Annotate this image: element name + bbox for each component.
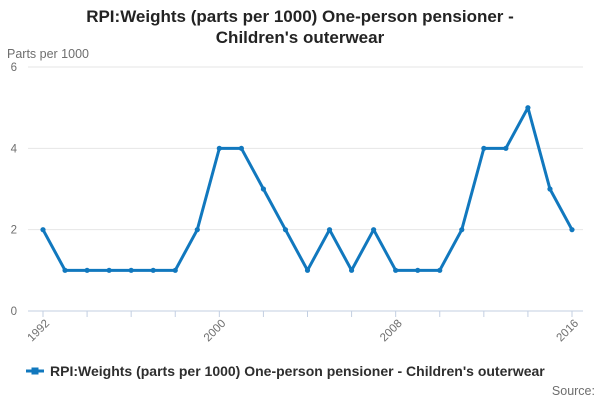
data-point[interactable]	[216, 145, 222, 151]
data-point[interactable]	[106, 267, 112, 273]
data-point[interactable]	[503, 145, 509, 151]
data-point[interactable]	[525, 105, 531, 111]
chart-title: RPI:Weights (parts per 1000) One-person …	[86, 7, 514, 48]
data-point[interactable]	[481, 145, 487, 151]
data-point[interactable]	[459, 227, 465, 233]
x-tick-label: 1992	[26, 318, 53, 345]
data-point[interactable]	[128, 267, 134, 273]
y-axis-unit-label: Parts per 1000	[7, 47, 89, 61]
legend-series-label: RPI:Weights (parts per 1000) One-person …	[50, 363, 545, 379]
data-point[interactable]	[260, 186, 267, 192]
y-tick-label: 4	[11, 143, 18, 155]
data-point[interactable]	[326, 227, 333, 233]
x-tick-label: 2016	[555, 318, 582, 345]
data-point[interactable]	[393, 267, 399, 273]
data-point[interactable]	[194, 227, 200, 233]
data-point[interactable]	[150, 267, 156, 273]
data-point[interactable]	[371, 227, 377, 233]
data-point[interactable]	[172, 267, 178, 273]
y-tick-label: 0	[11, 306, 17, 318]
data-point[interactable]	[547, 186, 553, 192]
x-tick-label: 2008	[378, 318, 405, 345]
data-point[interactable]	[569, 227, 575, 233]
data-point[interactable]	[415, 267, 421, 273]
series-line	[41, 106, 574, 272]
data-point[interactable]	[40, 227, 46, 233]
y-tick-label: 6	[11, 62, 17, 74]
source-label: Source:	[551, 384, 595, 398]
y-tick-label: 2	[11, 225, 17, 237]
line-chart-plot: Parts per 1000 0 2 4 6 1992 2000 2008 2016	[7, 47, 583, 345]
data-point[interactable]	[437, 267, 443, 273]
data-point[interactable]	[304, 267, 311, 273]
legend-line-marker-icon	[26, 367, 44, 375]
data-point[interactable]	[348, 267, 355, 273]
x-tick-label: 2000	[202, 318, 229, 345]
data-point[interactable]	[282, 227, 289, 233]
legend-item[interactable]: RPI:Weights (parts per 1000) One-person …	[26, 363, 545, 379]
data-point[interactable]	[84, 267, 90, 273]
data-point[interactable]	[62, 267, 68, 273]
data-point[interactable]	[238, 145, 244, 151]
